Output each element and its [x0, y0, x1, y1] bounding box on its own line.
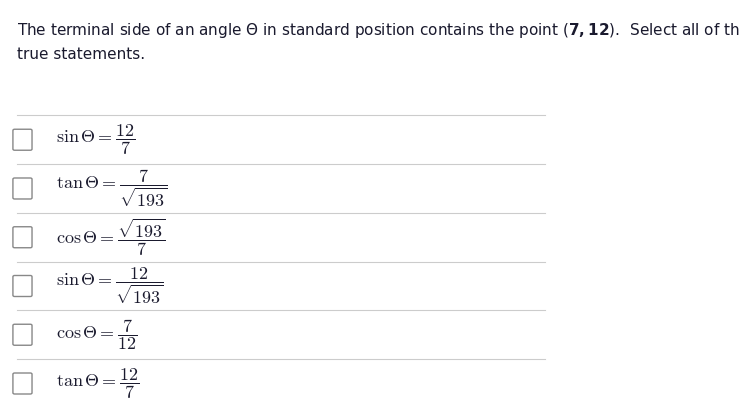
Text: $\sin\Theta = \dfrac{12}{7}$: $\sin\Theta = \dfrac{12}{7}$ — [56, 122, 135, 157]
Text: $\tan\Theta = \dfrac{7}{\sqrt{193}}$: $\tan\Theta = \dfrac{7}{\sqrt{193}}$ — [56, 168, 168, 209]
Text: $\cos\Theta = \dfrac{\sqrt{193}}{7}$: $\cos\Theta = \dfrac{\sqrt{193}}{7}$ — [56, 216, 166, 258]
FancyBboxPatch shape — [13, 276, 32, 297]
FancyBboxPatch shape — [13, 227, 32, 248]
Text: $\tan\Theta = \dfrac{12}{7}$: $\tan\Theta = \dfrac{12}{7}$ — [56, 366, 140, 401]
Text: $\cos\Theta = \dfrac{7}{12}$: $\cos\Theta = \dfrac{7}{12}$ — [56, 317, 137, 352]
FancyBboxPatch shape — [13, 373, 32, 394]
FancyBboxPatch shape — [13, 324, 32, 345]
FancyBboxPatch shape — [13, 129, 32, 150]
FancyBboxPatch shape — [13, 178, 32, 199]
Text: $\sin\Theta = \dfrac{12}{\sqrt{193}}$: $\sin\Theta = \dfrac{12}{\sqrt{193}}$ — [56, 266, 164, 307]
Text: The terminal side of an angle $\Theta$ in standard position contains the point $: The terminal side of an angle $\Theta$ i… — [17, 21, 739, 62]
